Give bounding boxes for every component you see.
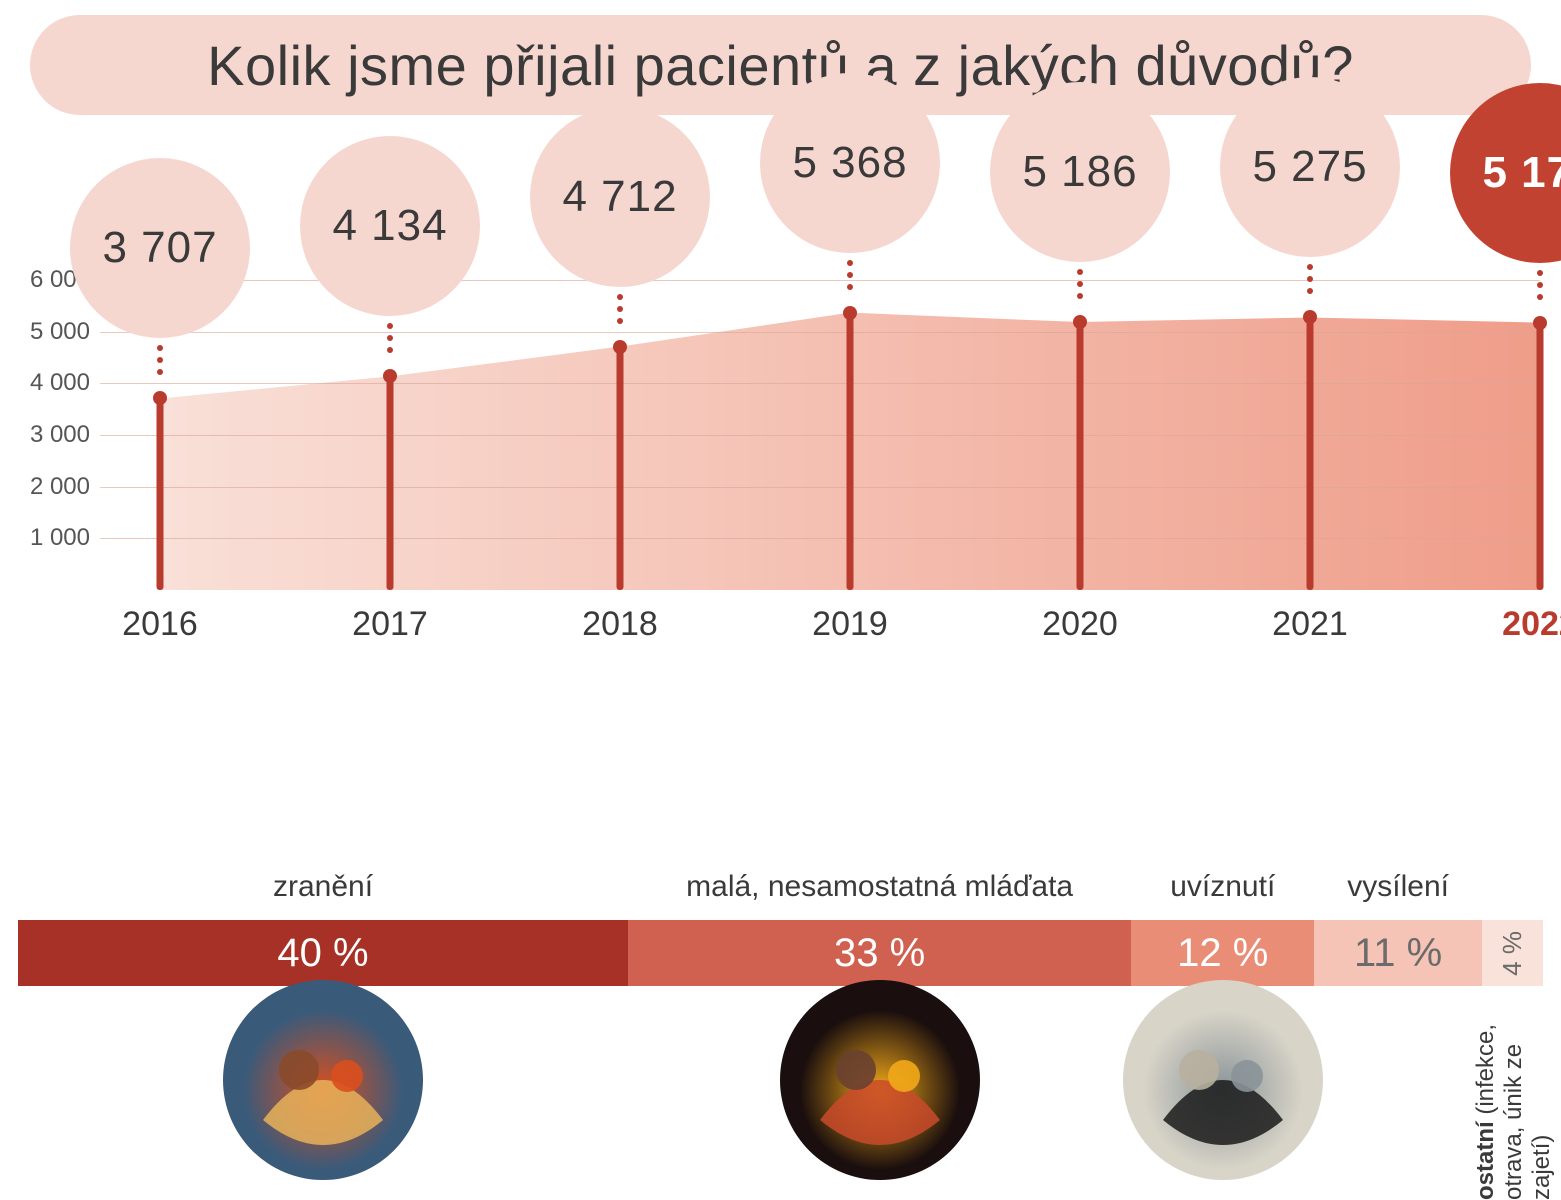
chart-dot-small [157, 345, 163, 351]
ostatni-caption: ostatní (infekce,otrava, únik ze zajetí) [1472, 985, 1556, 1200]
ytick-label: 5 000 [15, 318, 90, 346]
chart-stem [157, 398, 164, 590]
category-photo [780, 980, 980, 1180]
chart-dot-small [157, 357, 163, 363]
value-bubble-text: 5 368 [792, 138, 907, 188]
chart-dot-small [1537, 282, 1543, 288]
chart-stem [1307, 317, 1314, 590]
chart-point [1533, 316, 1547, 330]
gridline [100, 332, 1540, 333]
bar-segment-label: malá, nesamostatná mláďata [686, 870, 1073, 904]
value-bubble-text: 4 134 [332, 201, 447, 251]
ytick-label: 1 000 [15, 524, 90, 552]
area-chart: 1 0002 0003 0004 0005 0006 0003 70720164… [0, 130, 1561, 690]
chart-dot-small [387, 323, 393, 329]
chart-point [383, 369, 397, 383]
bar-segment-label: vysílení [1347, 870, 1449, 904]
chart-stem [1537, 323, 1544, 590]
chart-dot-small [617, 306, 623, 312]
chart-dot-small [1077, 293, 1083, 299]
xlabel: 2021 [1272, 605, 1348, 644]
gridline [100, 538, 1540, 539]
chart-dot-small [387, 335, 393, 341]
chart-point [1303, 310, 1317, 324]
bar-segment: 4 % [1482, 920, 1543, 986]
xlabel: 2020 [1042, 605, 1118, 644]
ytick-label: 2 000 [15, 473, 90, 501]
chart-dot-small [617, 318, 623, 324]
value-bubble-text: 5 186 [1022, 147, 1137, 197]
chart-stem [1077, 322, 1084, 590]
ytick-label: 4 000 [15, 369, 90, 397]
page-title: Kolik jsme přijali pacientů a z jakých d… [207, 33, 1354, 98]
ytick-label: 3 000 [15, 421, 90, 449]
stacked-bar-segments: 40 %33 %12 %11 % 4 % [18, 920, 1543, 986]
stacked-bar: zranění malá, nesamostatná mláďata uvíznut… [18, 870, 1543, 986]
bar-segment-value: 4 % [1497, 931, 1528, 976]
chart-dot-small [387, 347, 393, 353]
value-bubble-text: 3 707 [102, 223, 217, 273]
photo-placeholder-icon [223, 980, 423, 1180]
chart-dot-small [1307, 276, 1313, 282]
chart-dot-small [1537, 294, 1543, 300]
bar-segment-label: zranění [273, 870, 373, 904]
chart-dot-small [847, 284, 853, 290]
gridline [100, 383, 1540, 384]
chart-plot-area: 1 0002 0003 0004 0005 0006 0003 70720164… [100, 280, 1540, 590]
gridline [100, 435, 1540, 436]
chart-dot-small [617, 294, 623, 300]
stacked-bar-labels: zranění malá, nesamostatná mláďata uvíznut… [18, 870, 1543, 920]
chart-dot-small [1077, 269, 1083, 275]
chart-point [843, 306, 857, 320]
xlabel: 2019 [812, 605, 888, 644]
value-bubble: 3 707 [70, 158, 250, 338]
bar-segment: 11 % [1314, 920, 1482, 986]
ostatni-main: ostatní [1472, 1121, 1499, 1200]
bar-segment-label: uvíznutí [1170, 870, 1275, 904]
xlabel: 2017 [352, 605, 428, 644]
bar-segment: 33 % [628, 920, 1131, 986]
category-photo [1123, 980, 1323, 1180]
xlabel: 2022 [1502, 605, 1561, 644]
chart-stem [387, 376, 394, 590]
value-bubble: 4 712 [530, 107, 710, 287]
chart-point [613, 340, 627, 354]
bar-segment: 40 % [18, 920, 628, 986]
value-bubble-text: 5 275 [1252, 142, 1367, 192]
chart-dot-small [847, 272, 853, 278]
xlabel: 2016 [122, 605, 198, 644]
chart-dot-small [847, 260, 853, 266]
photo-placeholder-icon [780, 980, 980, 1180]
bar-segment: 12 % [1131, 920, 1314, 986]
chart-point [1073, 315, 1087, 329]
value-bubble: 4 134 [300, 136, 480, 316]
gridline [100, 280, 1540, 281]
chart-dot-small [1307, 288, 1313, 294]
value-bubble: 5 275 [1220, 77, 1400, 257]
chart-dot-small [1537, 270, 1543, 276]
photo-placeholder-icon [1123, 980, 1323, 1180]
chart-stem [847, 313, 854, 590]
gridline [100, 487, 1540, 488]
chart-dot-small [157, 369, 163, 375]
chart-stem [617, 347, 624, 590]
chart-dot-small [1077, 281, 1083, 287]
chart-dot-small [1307, 264, 1313, 270]
chart-point [153, 391, 167, 405]
xlabel: 2018 [582, 605, 658, 644]
value-bubble-text: 5 175 [1482, 148, 1561, 198]
value-bubble: 5 368 [760, 73, 940, 253]
photo-row [18, 980, 1543, 1200]
value-bubble: 5 186 [990, 82, 1170, 262]
category-photo [223, 980, 423, 1180]
value-bubble-text: 4 712 [562, 172, 677, 222]
